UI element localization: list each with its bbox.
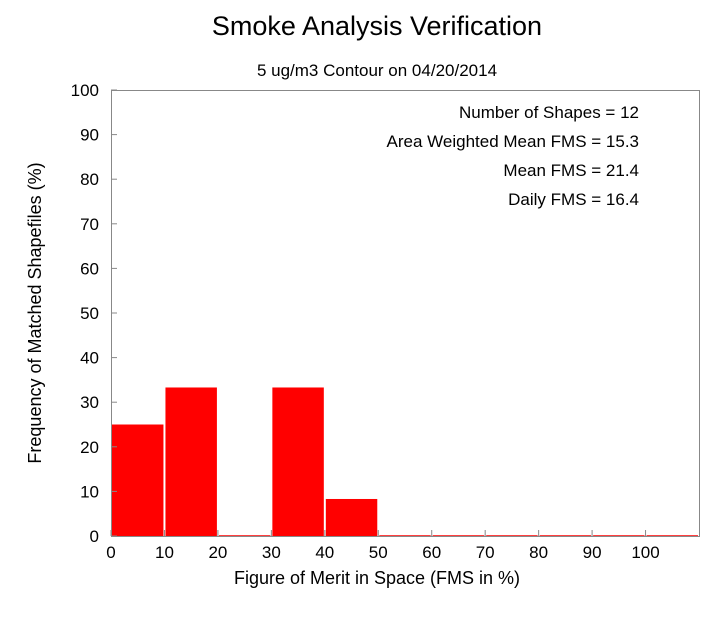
stat-line-2: Area Weighted Mean FMS = 15.3 <box>387 132 639 151</box>
x-tick-label: 80 <box>529 543 548 562</box>
x-tick-label: 30 <box>262 543 281 562</box>
x-tick-label: 10 <box>155 543 174 562</box>
chart-title: Smoke Analysis Verification <box>212 11 542 41</box>
y-tick-label: 30 <box>80 393 99 412</box>
x-tick-label: 50 <box>369 543 388 562</box>
bars-group <box>112 387 698 537</box>
bar-40-50 <box>325 498 378 536</box>
x-tick-label: 90 <box>583 543 602 562</box>
y-tick-label: 20 <box>80 438 99 457</box>
y-axis-ticks: 0 10 20 30 40 50 60 70 80 90 100 <box>71 81 117 546</box>
x-tick-label: 70 <box>476 543 495 562</box>
bar-0-10 <box>112 424 164 536</box>
x-axis-label: Figure of Merit in Space (FMS in %) <box>234 568 520 588</box>
y-tick-label: 70 <box>80 215 99 234</box>
stat-line-4: Daily FMS = 16.4 <box>508 190 639 209</box>
x-tick-label: 0 <box>106 543 115 562</box>
stat-line-1: Number of Shapes = 12 <box>459 103 639 122</box>
x-tick-label: 60 <box>422 543 441 562</box>
x-tick-label: 100 <box>631 543 659 562</box>
bar-30-40 <box>272 387 324 536</box>
y-tick-label: 50 <box>80 304 99 323</box>
y-tick-label: 90 <box>80 126 99 145</box>
x-tick-label: 40 <box>315 543 334 562</box>
y-axis-label: Frequency of Matched Shapefiles (%) <box>25 162 45 463</box>
y-tick-label: 60 <box>80 259 99 278</box>
chart-subtitle: 5 ug/m3 Contour on 04/20/2014 <box>257 61 497 80</box>
stat-line-3: Mean FMS = 21.4 <box>503 161 639 180</box>
x-axis-ticks: 0 10 20 30 40 50 60 70 80 90 100 <box>106 530 660 562</box>
y-tick-label: 80 <box>80 170 99 189</box>
y-tick-label: 10 <box>80 482 99 501</box>
x-tick-label: 20 <box>208 543 227 562</box>
y-tick-label: 40 <box>80 349 99 368</box>
bar-10-20 <box>165 387 217 536</box>
y-tick-label: 0 <box>90 527 99 546</box>
statistics-annotations: Number of Shapes = 12 Area Weighted Mean … <box>387 103 639 209</box>
y-tick-label: 100 <box>71 81 99 100</box>
